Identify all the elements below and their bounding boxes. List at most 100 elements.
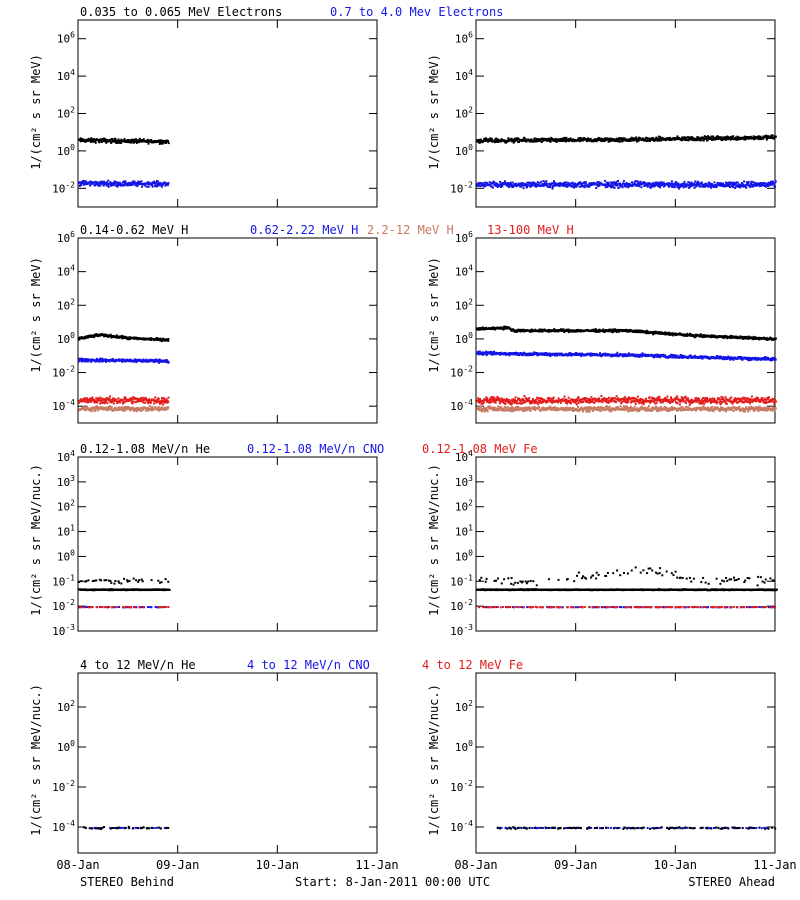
data-point <box>690 181 693 184</box>
data-point <box>752 181 755 184</box>
data-point <box>559 401 562 404</box>
data-point <box>728 184 731 187</box>
data-point <box>748 401 751 404</box>
data-point <box>100 141 103 143</box>
data-point <box>160 185 163 188</box>
data-point <box>101 406 104 409</box>
data-point <box>140 409 143 412</box>
data-point <box>586 399 588 402</box>
data-point <box>162 139 165 142</box>
data-point <box>567 328 570 331</box>
data-point <box>533 140 536 143</box>
data-point <box>518 398 521 401</box>
data-point <box>510 139 513 141</box>
data-point <box>582 401 584 404</box>
data-point <box>630 136 633 139</box>
data-point <box>534 328 537 331</box>
data-point <box>715 399 717 402</box>
data-point <box>533 181 536 184</box>
data-point <box>145 182 148 185</box>
data-point <box>655 138 657 140</box>
data-point <box>675 183 678 186</box>
data-point <box>515 353 518 356</box>
data-point <box>773 137 776 140</box>
data-point <box>115 334 118 337</box>
data-point <box>602 138 605 141</box>
data-point <box>709 399 712 402</box>
data-point <box>145 360 147 363</box>
data-point <box>508 399 510 401</box>
data-point <box>158 401 161 403</box>
data-point <box>774 337 777 340</box>
data-point <box>743 180 746 183</box>
data-point <box>522 328 525 331</box>
data-point <box>677 183 680 186</box>
data-point <box>603 140 606 143</box>
data-point <box>724 181 727 184</box>
data-point <box>520 185 522 188</box>
data-point <box>122 180 125 183</box>
data-point <box>133 180 136 183</box>
data-point <box>564 182 567 185</box>
data-point <box>762 399 765 402</box>
data-point <box>705 183 708 186</box>
data-point <box>670 397 673 400</box>
data-point <box>681 354 684 357</box>
data-point <box>696 399 699 402</box>
data-point <box>119 142 122 144</box>
data-point <box>84 409 87 412</box>
data-point <box>631 400 633 403</box>
data-point <box>617 186 620 189</box>
data-point <box>609 184 612 187</box>
data-point <box>84 397 87 400</box>
data-point <box>481 328 484 331</box>
data-point <box>730 138 733 141</box>
data-point <box>518 328 521 331</box>
data-point <box>492 353 495 356</box>
data-point <box>659 356 662 359</box>
data-point <box>519 400 522 403</box>
data-point <box>641 330 644 332</box>
data-point <box>493 396 496 399</box>
data-point <box>668 399 671 401</box>
data-point <box>563 399 566 402</box>
data-point <box>494 401 497 404</box>
data-point <box>774 185 776 188</box>
data-point <box>135 410 138 413</box>
data-point <box>538 182 541 185</box>
data-point <box>516 352 519 354</box>
data-point <box>562 185 565 188</box>
data-point <box>518 402 521 405</box>
data-point <box>670 184 673 187</box>
data-point <box>750 183 752 186</box>
data-point <box>147 183 150 185</box>
data-point <box>114 406 117 409</box>
data-point <box>623 355 625 358</box>
data-point <box>513 401 516 404</box>
data-point <box>147 406 149 409</box>
data-point <box>672 356 675 359</box>
data-point <box>623 183 626 185</box>
data-point <box>700 138 703 140</box>
data-point <box>624 185 627 188</box>
data-point <box>499 180 501 183</box>
data-point <box>684 396 686 399</box>
data-point <box>553 184 556 187</box>
data-point <box>89 138 92 141</box>
data-point <box>720 136 723 139</box>
data-point <box>546 352 549 355</box>
data-point <box>512 398 515 401</box>
data-point <box>127 338 130 341</box>
data-point <box>749 358 752 361</box>
data-point <box>491 182 494 185</box>
data-point <box>157 140 160 143</box>
data-point <box>140 182 143 185</box>
data-point <box>729 182 732 185</box>
data-point <box>611 330 614 332</box>
data-point <box>623 396 626 399</box>
data-point <box>656 181 658 184</box>
data-point <box>697 180 700 183</box>
data-point <box>568 399 571 402</box>
data-point <box>116 181 119 184</box>
data-point <box>522 187 525 190</box>
